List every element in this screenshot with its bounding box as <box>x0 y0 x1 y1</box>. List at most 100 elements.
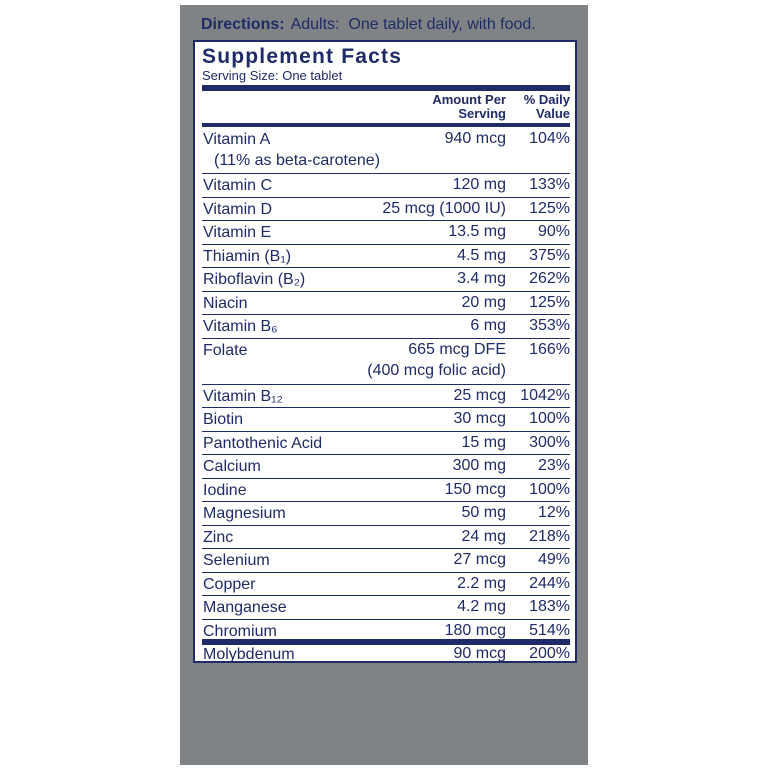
amount-cell: 2.2 mg <box>457 573 506 594</box>
thick-rule <box>202 85 570 91</box>
amount-cell: 25 mcg <box>454 385 506 406</box>
amount: 300 mg <box>452 457 506 474</box>
nutrient-row: Molybdenum 90 mcg 200% <box>202 643 570 666</box>
directions-text: Adults: One tablet daily, with food. <box>290 16 536 33</box>
amount-cell: 6 mg <box>470 315 506 336</box>
nutrient-name: Chromium <box>203 622 277 640</box>
amount: 25 mcg (1000 IU) <box>382 199 506 217</box>
amount: 20 mg <box>461 293 506 311</box>
nutrient-name: Vitamin E <box>203 224 272 241</box>
nutrient-name: Vitamin B₁₂ <box>203 387 283 405</box>
daily-value: 200% <box>529 645 570 662</box>
daily-value: 353% <box>529 317 570 334</box>
amount: 120 mg <box>452 176 506 193</box>
amount: 2.2 mg <box>457 574 506 592</box>
amount: 180 mcg <box>444 621 506 639</box>
daily-value: 262% <box>529 270 570 287</box>
nutrient-row: Vitamin B₁₂ 25 mcg 1042% <box>202 385 570 408</box>
daily-value: 100% <box>529 410 570 427</box>
daily-value: 90% <box>537 223 570 240</box>
nutrient-row: Thiamin (B₁) 4.5 mg 375% <box>202 245 570 268</box>
thick-rule <box>202 639 570 645</box>
nutrient-name: Niacin <box>203 294 248 312</box>
amount-cell: 940 mcg <box>445 128 506 149</box>
amount-cell: 25 mcg (1000 IU) <box>382 198 506 219</box>
amount-cell: 13.5 mg <box>448 221 506 242</box>
amount: 15 mg <box>461 433 506 451</box>
amount: 3.4 mg <box>457 270 506 287</box>
amount-cell: 4.2 mg <box>457 596 506 617</box>
amount: 50 mg <box>461 504 506 521</box>
daily-value: 183% <box>529 598 570 615</box>
nutrient-name: Molybdenum <box>203 646 295 663</box>
nutrient-name: Vitamin A <box>203 131 271 148</box>
nutrient-row: Pantothenic Acid 15 mg 300% <box>202 432 570 455</box>
daily-value: 218% <box>529 527 570 545</box>
panel-title: Supplement Facts <box>202 45 403 68</box>
nutrient-name: Magnesium <box>203 505 286 522</box>
amount-cell: 180 mcg <box>445 620 506 641</box>
daily-value: 1042% <box>520 386 570 404</box>
amount: 150 mcg <box>444 480 506 498</box>
nutrient-row: Folate 665 mcg DFE (400 mcg folic acid) 166… <box>202 339 570 385</box>
nutrient-name: Biotin <box>203 411 244 428</box>
nutrient-row: Vitamin B₆ 6 mg 353% <box>202 315 570 339</box>
nutrient-row: Selenium 27 mcg 49% <box>202 549 570 573</box>
daily-value: 244% <box>529 574 570 592</box>
nutrient-row: Calcium 300 mg 23% <box>202 455 570 479</box>
directions: Directions: Adults: One tablet daily, wit… <box>201 16 536 34</box>
nutrient-rows: Vitamin A (11% as beta-carotene) 940 mcg 10… <box>202 128 570 666</box>
nutrient-row: Iodine 150 mcg 100% <box>202 479 570 502</box>
amount-cell: 300 mg <box>453 455 506 476</box>
amount: 4.2 mg <box>457 598 506 615</box>
daily-value: 300% <box>529 433 570 451</box>
nutrient-name: Vitamin D <box>203 200 273 218</box>
daily-value: 166% <box>529 340 570 358</box>
nutrient-name: Riboflavin (B₂) <box>203 271 306 288</box>
supplement-facts-panel: Supplement Facts Serving Size: One table… <box>193 40 577 663</box>
daily-value: 100% <box>529 480 570 498</box>
column-header: Amount Per Serving % Daily Value <box>202 93 570 123</box>
daily-value: 133% <box>529 176 570 193</box>
amount: 27 mcg <box>453 551 506 568</box>
nutrient-row: Vitamin C 120 mg 133% <box>202 174 570 198</box>
serving-size: Serving Size: One tablet <box>202 68 343 83</box>
daily-value: 12% <box>537 504 570 521</box>
amount: 30 mcg <box>453 410 506 427</box>
amount-cell: 120 mg <box>453 174 506 195</box>
nutrient-name: Vitamin C <box>203 177 273 194</box>
amount: 90 mcg <box>453 645 506 662</box>
nutrient-row: Vitamin D 25 mcg (1000 IU) 125% <box>202 198 570 221</box>
daily-value: 104% <box>529 130 570 147</box>
thick-rule <box>202 123 570 127</box>
nutrient-name: Zinc <box>203 528 234 546</box>
nutrient-row: Vitamin A (11% as beta-carotene) 940 mcg 10… <box>202 128 570 174</box>
amount-cell: 4.5 mg <box>457 245 506 266</box>
amount: 665 mcg DFE <box>408 340 506 358</box>
amount-cell: 24 mg <box>462 526 506 547</box>
amount-note: (400 mcg folic acid) <box>367 361 506 379</box>
daily-value: 125% <box>529 293 570 311</box>
nutrient-name: Pantothenic Acid <box>203 434 323 452</box>
amount: 6 mg <box>470 317 506 334</box>
dv-header: % Daily Value <box>523 92 570 121</box>
nutrient-name: Thiamin (B₁) <box>203 247 292 265</box>
amount-cell: 27 mcg <box>454 549 506 570</box>
daily-value: 49% <box>537 551 570 568</box>
nutrient-name: Selenium <box>203 552 270 569</box>
nutrient-row: Magnesium 50 mg 12% <box>202 502 570 526</box>
nutrient-row: Vitamin E 13.5 mg 90% <box>202 221 570 245</box>
nutrient-name: Iodine <box>203 481 247 499</box>
nutrient-row: Copper 2.2 mg 244% <box>202 573 570 596</box>
amount-cell: 665 mcg DFE (400 mcg folic acid) <box>367 339 506 381</box>
amount-cell: 150 mcg <box>445 479 506 500</box>
amount-cell: 30 mcg <box>454 408 506 429</box>
nutrient-name: Folate <box>203 341 248 359</box>
nutrient-name: Calcium <box>203 458 261 475</box>
nutrient-name: Vitamin B₆ <box>203 318 278 335</box>
nutrient-note: (11% as beta-carotene) <box>214 152 381 169</box>
nutrient-row: Biotin 30 mcg 100% <box>202 408 570 432</box>
amount: 940 mcg <box>444 130 506 147</box>
daily-value: 375% <box>529 246 570 264</box>
daily-value: 125% <box>529 199 570 217</box>
